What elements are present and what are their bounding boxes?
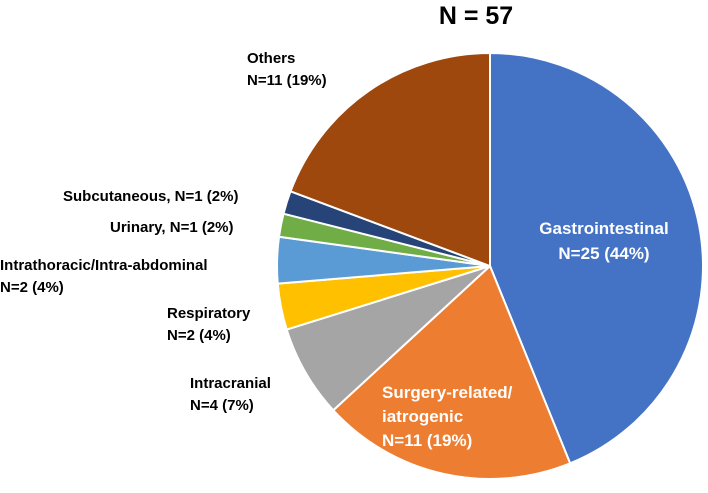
pie-labels: Gastrointestinal N=25 (44%) Surgery-relate… — [0, 50, 669, 450]
slice-label-line: N=2 (4%) — [0, 279, 64, 296]
slice-label-line: Urinary, N=1 (2%) — [110, 219, 234, 236]
slice-label-line: Intracranial — [190, 375, 271, 392]
slice-label-line: N=11 (19%) — [382, 431, 472, 450]
slice-label-subcutaneous: Subcutaneous, N=1 (2%) — [63, 188, 238, 205]
slice-label-intracranial: Intracranial N=4 (7%) — [190, 375, 271, 414]
slice-label-line: N=25 (44%) — [558, 244, 649, 263]
slice-label-surgery-related-iatrogenic: Surgery-related/iatrogenic N=11 (19%) — [382, 383, 513, 450]
slice-label-intrathoracic-intra-abdominal: Intrathoracic/Intra-abdominal N=2 (4%) — [0, 257, 208, 296]
slice-label-line: Surgery-related/ — [382, 383, 513, 402]
slice-label-line: Others — [247, 50, 295, 67]
slice-label-line: Subcutaneous, N=1 (2%) — [63, 188, 238, 205]
slice-label-line: N=4 (7%) — [190, 397, 254, 414]
slice-label-urinary: Urinary, N=1 (2%) — [110, 219, 234, 236]
pie-slice-surgery-related-iatrogenic — [332, 265, 572, 480]
pie-slices — [276, 52, 704, 480]
slice-label-line: iatrogenic — [382, 407, 463, 426]
slice-label-line: N=11 (19%) — [247, 72, 327, 89]
slice-label-line: Intrathoracic/Intra-abdominal — [0, 257, 208, 274]
slice-label-gastrointestinal: Gastrointestinal N=25 (44%) — [539, 219, 668, 263]
pie-slice-others — [289, 52, 491, 267]
slice-label-line: Respiratory — [167, 305, 251, 322]
pie-slice-gastrointestinal — [489, 52, 704, 465]
chart-title: N = 57 — [439, 2, 513, 30]
slice-label-others: Others N=11 (19%) — [247, 50, 327, 89]
slice-label-line: Gastrointestinal — [539, 219, 668, 238]
slice-label-line: N=2 (4%) — [167, 327, 231, 344]
slice-label-respiratory: Respiratory N=2 (4%) — [167, 305, 251, 344]
